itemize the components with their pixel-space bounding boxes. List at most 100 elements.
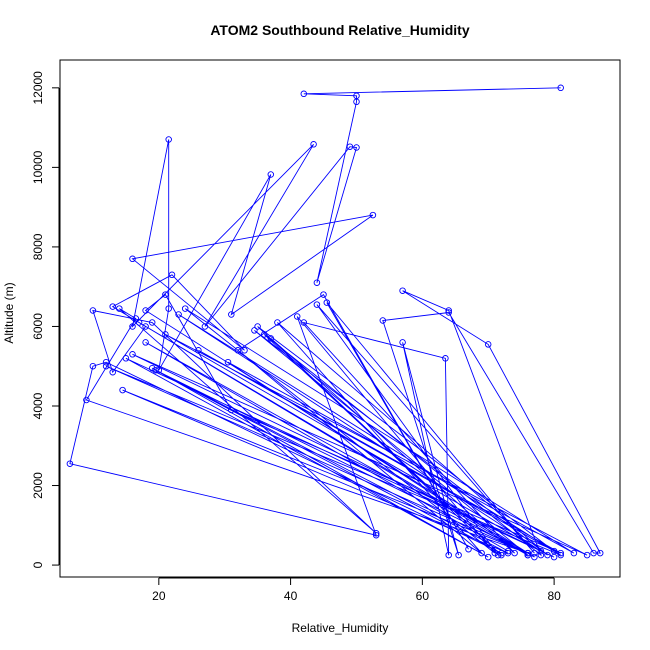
data-point (478, 549, 485, 557)
data-point (234, 347, 242, 354)
data-point (168, 271, 176, 279)
data-point (498, 551, 505, 559)
data-point (224, 358, 232, 366)
data-point (544, 551, 551, 559)
data-point (557, 551, 564, 559)
data-point (494, 551, 502, 559)
data-point (445, 307, 452, 314)
series-line (69, 87, 601, 558)
data-point (524, 551, 532, 559)
data-point (89, 307, 97, 314)
data-point (129, 323, 136, 330)
data-point (254, 323, 261, 330)
x-axis: 20 40 60 80 (152, 577, 561, 603)
data-point (83, 396, 90, 404)
data-point (550, 547, 558, 555)
data-point (511, 549, 518, 557)
data-point (445, 551, 452, 559)
data-point (251, 327, 258, 334)
data-point (228, 406, 235, 414)
data-point (590, 549, 597, 557)
data-point (583, 551, 591, 559)
data-point (524, 549, 532, 557)
data-point (241, 347, 248, 354)
data-point (165, 305, 172, 312)
data-point (537, 547, 545, 555)
data-point (399, 287, 406, 294)
data-point (557, 549, 564, 557)
x-tick-label: 40 (284, 589, 298, 603)
data-point (313, 279, 321, 286)
chart-title: ATOM2 Southbound Relative_Humidity (210, 22, 469, 38)
data-point (195, 347, 202, 354)
y-tick-label: 4000 (31, 392, 45, 419)
data-point (109, 303, 116, 310)
data-point (102, 362, 110, 370)
data-point (484, 341, 492, 348)
series-layer (66, 84, 604, 561)
data-point (228, 311, 235, 318)
data-point (531, 549, 538, 557)
data-point (353, 144, 360, 151)
data-point (570, 549, 578, 557)
data-point (399, 339, 406, 346)
data-point (142, 323, 149, 330)
data-point (148, 364, 156, 372)
y-tick-label: 2000 (31, 472, 45, 499)
y-tick-label: 6000 (31, 313, 45, 340)
data-point (175, 311, 182, 318)
data-point (267, 335, 275, 342)
x-tick-label: 60 (416, 589, 430, 603)
y-tick-label: 10000 (31, 150, 45, 184)
data-point (310, 141, 317, 148)
data-point (162, 331, 169, 338)
data-point (267, 171, 275, 178)
data-point (353, 98, 360, 106)
x-tick-label: 80 (547, 589, 561, 603)
data-point (142, 307, 149, 314)
data-point (498, 549, 505, 557)
data-point (300, 319, 308, 326)
data-point (165, 136, 172, 143)
data-point (102, 358, 110, 366)
data-point (484, 553, 492, 561)
data-point (116, 305, 123, 312)
data-point (455, 551, 462, 559)
data-point (323, 299, 331, 306)
data-point (537, 551, 545, 559)
plot-frame (59, 59, 621, 578)
y-tick-label: 0 (31, 561, 45, 568)
data-point (135, 319, 143, 326)
data-point (152, 366, 159, 374)
data-point (142, 339, 149, 346)
data-point (119, 386, 126, 394)
x-axis-label: Relative_Humidity (292, 621, 389, 635)
data-point (155, 366, 163, 374)
data-point (465, 545, 472, 553)
data-point (557, 84, 564, 92)
data-point (274, 319, 281, 326)
data-point (293, 313, 301, 320)
data-point (132, 315, 140, 322)
data-point (379, 317, 387, 324)
data-point (122, 355, 130, 362)
data-point (181, 305, 189, 312)
data-point (369, 211, 377, 219)
data-point (148, 319, 156, 326)
data-point (313, 301, 321, 308)
data-point (491, 549, 499, 557)
x-tick-label: 20 (152, 589, 166, 603)
data-point (300, 90, 308, 98)
data-point (372, 531, 380, 539)
data-point (531, 553, 538, 561)
data-point (89, 362, 97, 370)
data-point (162, 291, 169, 298)
data-point (504, 549, 512, 557)
y-axis: 0 2000 4000 6000 8000 10000 12000 (31, 71, 60, 568)
y-tick-label: 12000 (31, 71, 45, 105)
data-point (372, 530, 380, 537)
y-tick-label: 8000 (31, 233, 45, 260)
data-point (260, 331, 268, 338)
y-axis-label: Altitude (m) (2, 282, 16, 343)
